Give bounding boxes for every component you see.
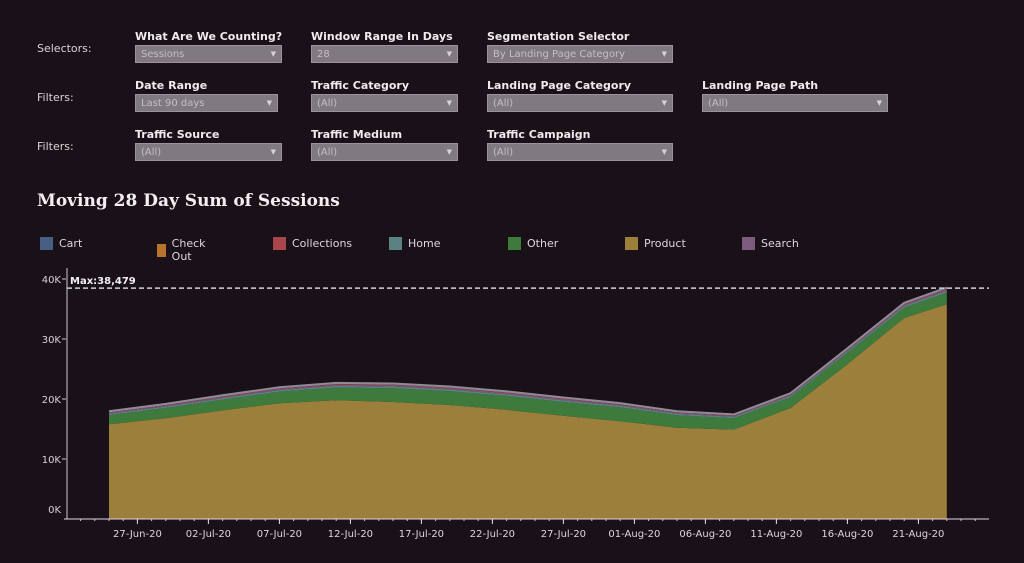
legend-swatch (625, 237, 638, 250)
legend-item[interactable]: Check Out (157, 237, 210, 263)
y-tick-label: 0K (48, 505, 61, 516)
x-tick-label: 07-Jul-20 (257, 529, 302, 540)
traffic-source-value: (All) (141, 146, 162, 158)
x-tick-label: 27-Jun-20 (113, 529, 162, 540)
legend-swatch (40, 237, 53, 250)
filters-row-label: Filters: (37, 91, 74, 104)
chevron-down-icon: ▼ (661, 99, 667, 107)
selectors-row-label: Selectors: (37, 42, 92, 55)
chevron-down-icon: ▼ (270, 148, 276, 156)
x-tick-label: 27-Jul-20 (541, 529, 586, 540)
landing-page-category-control: Landing Page Category (All) ▼ (487, 79, 673, 112)
traffic-medium-label: Traffic Medium (311, 128, 403, 141)
segmentation-value: By Landing Page Category (493, 48, 626, 60)
chevron-down-icon: ▼ (876, 99, 882, 107)
date-range-value: Last 90 days (141, 97, 205, 109)
landing-page-category-value: (All) (493, 97, 514, 109)
counting-control: What Are We Counting? Sessions ▼ (135, 30, 282, 63)
window-range-label: Window Range In Days (311, 30, 453, 43)
x-tick-label: 12-Jul-20 (328, 529, 373, 540)
landing-page-category-label: Landing Page Category (487, 79, 632, 92)
x-tick-label: 01-Aug-20 (608, 529, 660, 540)
traffic-category-control: Traffic Category (All) ▼ (311, 79, 458, 112)
traffic-category-value: (All) (317, 97, 338, 109)
total-edge-line (108, 286, 948, 416)
legend-swatch (508, 237, 521, 250)
legend-label: Other (527, 237, 559, 250)
window-range-control: Window Range In Days 28 ▼ (311, 30, 458, 63)
landing-page-path-dropdown[interactable]: (All) ▼ (702, 94, 888, 112)
traffic-campaign-label: Traffic Campaign (487, 128, 591, 141)
legend-label: Check Out (171, 237, 206, 263)
x-tick-label: 06-Aug-20 (679, 529, 731, 540)
legend-label: Product (644, 237, 686, 250)
y-tick-label: 10K (42, 455, 62, 466)
y-tick-label: 30K (42, 335, 62, 346)
legend-swatch (389, 237, 402, 250)
legend-item[interactable]: Cart (40, 237, 82, 250)
date-range-control: Date Range Last 90 days ▼ (135, 79, 278, 112)
traffic-medium-dropdown[interactable]: (All) ▼ (311, 143, 458, 161)
chevron-down-icon: ▼ (270, 50, 276, 58)
window-range-dropdown[interactable]: 28 ▼ (311, 45, 458, 63)
window-range-value: 28 (317, 48, 330, 60)
legend-item[interactable]: Product (625, 237, 686, 250)
x-tick-label: 02-Jul-20 (186, 529, 231, 540)
y-tick-label: 20K (42, 395, 62, 406)
area-other (109, 292, 947, 430)
traffic-source-control: Traffic Source (All) ▼ (135, 128, 282, 161)
counting-label: What Are We Counting? (135, 30, 283, 43)
traffic-campaign-value: (All) (493, 146, 514, 158)
legend-item[interactable]: Search (742, 237, 799, 250)
counting-dropdown[interactable]: Sessions ▼ (135, 45, 282, 63)
legend-label: Cart (59, 237, 83, 250)
date-range-label: Date Range (135, 79, 208, 92)
y-tick-label: 40K (42, 275, 62, 286)
traffic-category-dropdown[interactable]: (All) ▼ (311, 94, 458, 112)
traffic-medium-value: (All) (317, 146, 338, 158)
landing-page-category-dropdown[interactable]: (All) ▼ (487, 94, 673, 112)
chevron-down-icon: ▼ (446, 148, 452, 156)
landing-page-path-value: (All) (708, 97, 729, 109)
chevron-down-icon: ▼ (266, 99, 272, 107)
traffic-campaign-dropdown[interactable]: (All) ▼ (487, 143, 673, 161)
x-tick-label: 17-Jul-20 (399, 529, 444, 540)
x-tick-label: 22-Jul-20 (470, 529, 515, 540)
landing-page-path-label: Landing Page Path (702, 79, 819, 92)
chevron-down-icon: ▼ (446, 99, 452, 107)
counting-value: Sessions (141, 48, 185, 60)
chart-title: Moving 28 Day Sum of Sessions (37, 191, 340, 211)
traffic-campaign-control: Traffic Campaign (All) ▼ (487, 128, 673, 161)
area-product (109, 304, 947, 519)
chevron-down-icon: ▼ (661, 50, 667, 58)
x-tick-label: 21-Aug-20 (892, 529, 944, 540)
max-reference-label: Max:38,479 (70, 276, 136, 287)
legend-swatch (742, 237, 755, 250)
traffic-category-label: Traffic Category (311, 79, 410, 92)
segmentation-label: Segmentation Selector (487, 30, 630, 43)
filters-row-label: Filters: (37, 140, 74, 153)
x-tick-label: 11-Aug-20 (750, 529, 802, 540)
legend-swatch (157, 243, 166, 257)
traffic-source-label: Traffic Source (135, 128, 220, 141)
chevron-down-icon: ▼ (661, 148, 667, 156)
legend-item[interactable]: Collections (273, 237, 352, 250)
x-tick-label: 16-Aug-20 (821, 529, 873, 540)
legend-label: Home (408, 237, 441, 250)
legend-item[interactable]: Home (389, 237, 440, 250)
landing-page-path-control: Landing Page Path (All) ▼ (702, 79, 888, 112)
legend-label: Search (761, 237, 799, 250)
traffic-medium-control: Traffic Medium (All) ▼ (311, 128, 458, 161)
chevron-down-icon: ▼ (446, 50, 452, 58)
segmentation-dropdown[interactable]: By Landing Page Category ▼ (487, 45, 673, 63)
legend-label: Collections (292, 237, 353, 250)
traffic-source-dropdown[interactable]: (All) ▼ (135, 143, 282, 161)
date-range-dropdown[interactable]: Last 90 days ▼ (135, 94, 278, 112)
legend-swatch (273, 237, 286, 250)
segmentation-control: Segmentation Selector By Landing Page Ca… (487, 30, 673, 63)
legend-item[interactable]: Other (508, 237, 558, 250)
